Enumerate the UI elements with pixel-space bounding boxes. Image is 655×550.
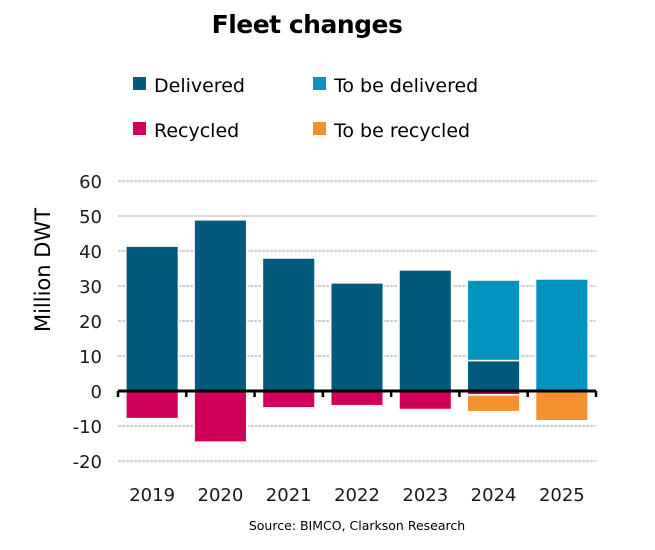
y-axis-ticks: 60 50 40 30 20 10 0 -10 -20 — [73, 172, 102, 473]
x-tick-label: 2021 — [266, 485, 312, 506]
bar-group-2020 — [193, 219, 248, 443]
bar-recycled-2020 — [193, 390, 248, 443]
legend: Delivered To be delivered Recycled To be re… — [133, 75, 478, 142]
legend-swatch-to-be-recycled — [313, 122, 326, 135]
bar-to-be-delivered-2025 — [534, 278, 589, 392]
y-tick-label: 40 — [79, 242, 102, 263]
legend-label-recycled: Recycled — [154, 120, 239, 142]
legend-label-to-be-delivered: To be delivered — [333, 75, 478, 97]
bar-delivered-2021 — [261, 257, 316, 392]
bar-to-be-delivered-2024 — [466, 279, 521, 362]
legend-swatch-delivered — [133, 77, 146, 90]
source-note: Source: BIMCO, Clarkson Research — [249, 518, 465, 533]
legend-label-to-be-recycled: To be recycled — [333, 120, 470, 142]
bar-group-2025 — [534, 278, 589, 422]
y-tick-label: -10 — [73, 417, 102, 438]
bar-recycled-2019 — [125, 390, 180, 420]
legend-item-recycled: Recycled — [133, 120, 239, 142]
y-axis-label: Million DWT — [31, 208, 55, 332]
bars — [125, 219, 589, 443]
bar-to-be-recycled-2024 — [466, 394, 521, 413]
bar-group-2024 — [466, 279, 521, 413]
chart-title: Fleet changes — [212, 10, 403, 39]
x-tick-label: 2023 — [402, 485, 448, 506]
bar-delivered-2020 — [193, 219, 248, 392]
x-axis — [116, 389, 598, 397]
bar-recycled-2021 — [261, 390, 316, 409]
bar-delivered-2019 — [125, 245, 180, 392]
bar-group-2022 — [329, 282, 385, 407]
bar-group-2023 — [398, 269, 453, 411]
x-tick-label: 2025 — [539, 485, 585, 506]
bar-recycled-2022 — [329, 390, 385, 407]
bar-recycled-2023 — [398, 390, 453, 411]
x-tick-label: 2024 — [471, 485, 517, 506]
bar-delivered-2022 — [329, 282, 385, 392]
x-axis-ticks: 2019 2020 2021 2022 2023 2024 2025 — [129, 485, 585, 506]
legend-swatch-recycled — [133, 122, 146, 135]
legend-swatch-to-be-delivered — [313, 77, 326, 90]
y-tick-label: 10 — [79, 347, 102, 368]
bar-delivered-2023 — [398, 269, 453, 392]
bar-delivered-2024 — [466, 359, 521, 392]
legend-item-to-be-recycled: To be recycled — [313, 120, 470, 142]
y-tick-label: 60 — [79, 172, 102, 193]
y-tick-label: 50 — [79, 207, 102, 228]
legend-label-delivered: Delivered — [154, 75, 245, 97]
x-tick-label: 2020 — [198, 485, 244, 506]
y-tick-label: -20 — [73, 452, 102, 473]
y-tick-label: 30 — [79, 277, 102, 298]
x-tick-label: 2019 — [129, 485, 175, 506]
bar-group-2021 — [261, 257, 316, 409]
x-tick-label: 2022 — [334, 485, 380, 506]
y-tick-label: 0 — [91, 382, 102, 403]
bar-group-2019 — [125, 245, 180, 420]
y-tick-label: 20 — [79, 312, 102, 333]
legend-item-delivered: Delivered — [133, 75, 245, 97]
legend-item-to-be-delivered: To be delivered — [313, 75, 478, 97]
bar-to-be-recycled-2025 — [534, 390, 589, 422]
